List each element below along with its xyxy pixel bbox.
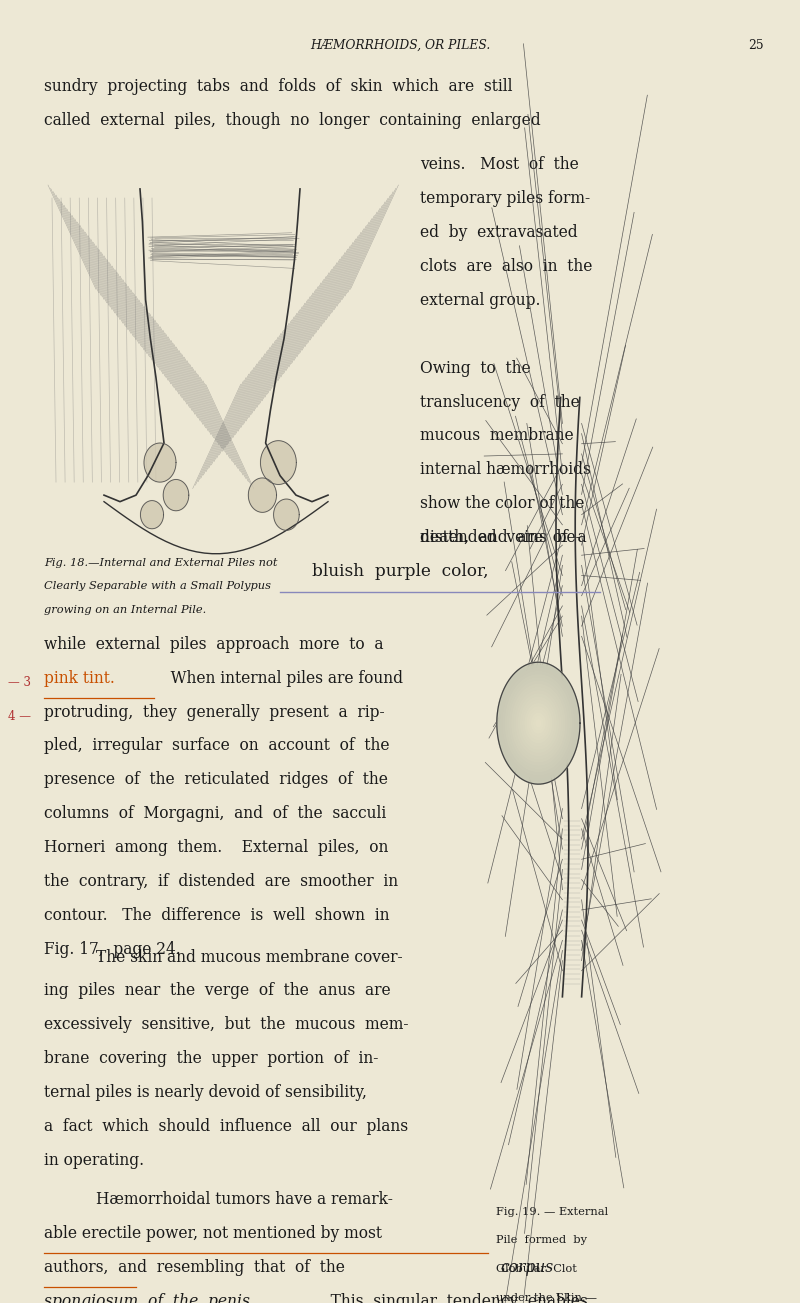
Text: external group.: external group. — [420, 292, 541, 309]
Text: Fig. 19. — External: Fig. 19. — External — [496, 1207, 608, 1217]
Text: Owing  to  the: Owing to the — [420, 360, 530, 377]
Text: sundry  projecting  tabs  and  folds  of  skin  which  are  still: sundry projecting tabs and folds of skin… — [44, 78, 513, 95]
Polygon shape — [523, 701, 554, 745]
Text: pink tint.: pink tint. — [44, 670, 115, 687]
Polygon shape — [518, 694, 558, 752]
Text: brane  covering  the  upper  portion  of  in-: brane covering the upper portion of in- — [44, 1050, 378, 1067]
Text: authors,  and  resembling  that  of  the: authors, and resembling that of the — [44, 1259, 354, 1276]
Text: 4 —: 4 — — [8, 710, 31, 723]
Text: Hæmorrhoidal tumors have a remark-: Hæmorrhoidal tumors have a remark- — [96, 1191, 393, 1208]
Polygon shape — [514, 688, 562, 758]
Polygon shape — [534, 717, 542, 730]
Text: corpus: corpus — [500, 1259, 554, 1276]
Text: ing  piles  near  the  verge  of  the  anus  are: ing piles near the verge of the anus are — [44, 982, 390, 999]
Polygon shape — [141, 500, 163, 529]
Text: veins.   Most  of  the: veins. Most of the — [420, 156, 578, 173]
Text: mucous  membrane: mucous membrane — [420, 427, 574, 444]
Text: under the Skin.—: under the Skin.— — [496, 1293, 597, 1303]
Polygon shape — [517, 691, 560, 756]
Text: HÆMORRHOIDS, OR PILES.: HÆMORRHOIDS, OR PILES. — [310, 39, 490, 52]
Polygon shape — [506, 675, 571, 771]
Polygon shape — [144, 443, 176, 482]
Polygon shape — [521, 697, 556, 749]
Polygon shape — [512, 684, 565, 762]
Text: while  external  piles  approach  more  to  a: while external piles approach more to a — [44, 636, 383, 653]
Text: the  contrary,  if  distended  are  smoother  in: the contrary, if distended are smoother … — [44, 873, 398, 890]
Text: Globular  Clot: Globular Clot — [496, 1264, 577, 1274]
Text: Pile  formed  by: Pile formed by — [496, 1235, 587, 1246]
Polygon shape — [527, 708, 550, 739]
Text: growing on an Internal Pile.: growing on an Internal Pile. — [44, 605, 206, 615]
Polygon shape — [248, 478, 277, 512]
Polygon shape — [499, 666, 578, 780]
Text: translucency  of  the: translucency of the — [420, 394, 580, 410]
Text: bluish  purple  color,: bluish purple color, — [312, 563, 488, 580]
Polygon shape — [530, 710, 547, 736]
Text: presence  of  the  reticulated  ridges  of  the: presence of the reticulated ridges of th… — [44, 771, 388, 788]
Text: spongiosum  of  the  penis.: spongiosum of the penis. — [44, 1293, 255, 1303]
Text: pled,  irregular  surface  on  account  of  the: pled, irregular surface on account of th… — [44, 737, 390, 754]
Polygon shape — [536, 721, 541, 726]
Text: When internal piles are found: When internal piles are found — [156, 670, 403, 687]
Text: able erectile power, not mentioned by most: able erectile power, not mentioned by mo… — [44, 1225, 382, 1242]
Text: contour.   The  difference  is  well  shown  in: contour. The difference is well shown in — [44, 907, 390, 924]
Text: a  fact  which  should  influence  all  our  plans: a fact which should influence all our pl… — [44, 1118, 408, 1135]
Text: Clearly Separable with a Small Polypus: Clearly Separable with a Small Polypus — [44, 581, 271, 592]
Polygon shape — [508, 679, 569, 767]
Text: ed  by  extravasated: ed by extravasated — [420, 224, 578, 241]
Polygon shape — [501, 668, 576, 778]
Polygon shape — [261, 440, 296, 485]
Text: Fig. 17,  page 24.: Fig. 17, page 24. — [44, 941, 181, 958]
Text: columns  of  Morgagni,  and  of  the  sacculi: columns of Morgagni, and of the sacculi — [44, 805, 386, 822]
Text: Horneri  among  them.    External  piles,  on: Horneri among them. External piles, on — [44, 839, 388, 856]
Text: Fig. 18.—Internal and External Piles not: Fig. 18.—Internal and External Piles not — [44, 558, 278, 568]
Text: neath,  and  are  of  a: neath, and are of a — [420, 529, 586, 546]
Polygon shape — [532, 714, 545, 732]
Polygon shape — [163, 480, 189, 511]
Text: clots  are  also  in  the: clots are also in the — [420, 258, 592, 275]
Text: The skin and mucous membrane cover-: The skin and mucous membrane cover- — [96, 949, 402, 966]
Text: ternal piles is nearly devoid of sensibility,: ternal piles is nearly devoid of sensibi… — [44, 1084, 367, 1101]
Text: excessively  sensitive,  but  the  mucous  mem-: excessively sensitive, but the mucous me… — [44, 1016, 409, 1033]
Polygon shape — [510, 681, 567, 765]
Polygon shape — [503, 672, 574, 774]
Text: — 3: — 3 — [8, 676, 31, 689]
Text: distended  veins  be-: distended veins be- — [420, 529, 581, 546]
Text: This  singular  tendency  enables: This singular tendency enables — [316, 1293, 588, 1303]
Text: called  external  piles,  though  no  longer  containing  enlarged: called external piles, though no longer … — [44, 112, 541, 129]
Text: 25: 25 — [748, 39, 764, 52]
Polygon shape — [274, 499, 299, 530]
Text: show the color of the: show the color of the — [420, 495, 584, 512]
Text: in operating.: in operating. — [44, 1152, 144, 1169]
Polygon shape — [526, 704, 551, 743]
Polygon shape — [497, 662, 580, 784]
Text: internal hæmorrhoids: internal hæmorrhoids — [420, 461, 591, 478]
Text: protruding,  they  generally  present  a  rip-: protruding, they generally present a rip… — [44, 704, 385, 721]
Text: temporary piles form-: temporary piles form- — [420, 190, 590, 207]
